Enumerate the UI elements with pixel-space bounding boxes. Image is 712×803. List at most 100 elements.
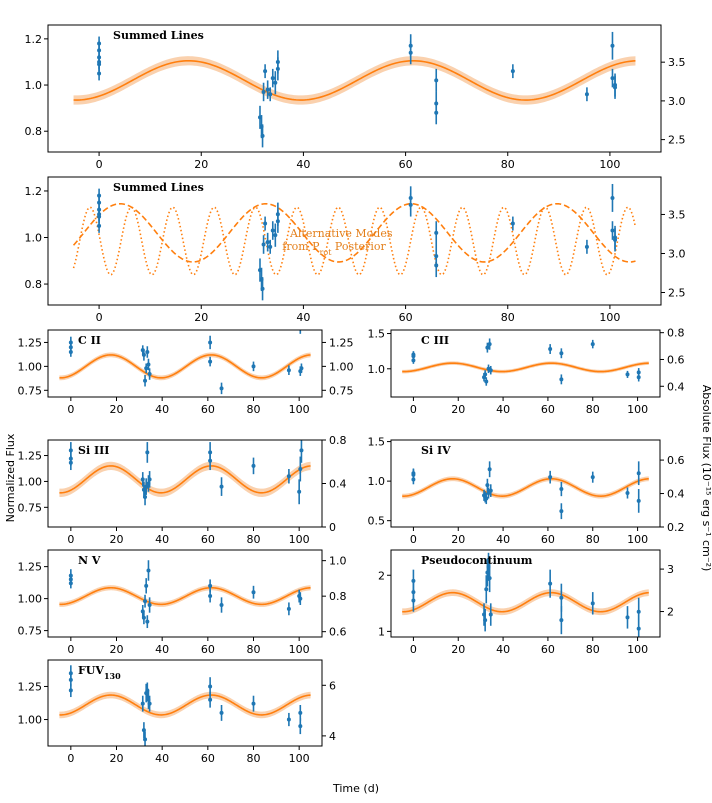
data-point — [147, 701, 152, 706]
axes-frame — [47, 24, 662, 153]
x-tick-label: 60 — [541, 643, 555, 656]
data-point — [147, 603, 152, 608]
data-point — [145, 619, 150, 624]
data-point — [434, 263, 439, 268]
panel-n5: 0 20 40 60 80 100 0.75 1.00 1.25 0.6 0.8 1.0 N V — [18, 549, 347, 656]
y-tick-label: 1.0 — [25, 79, 43, 92]
y-tick-label: 1.0 — [368, 475, 386, 488]
x-tick-label: 0 — [67, 752, 74, 765]
data-point — [270, 76, 275, 81]
data-point — [298, 467, 303, 471]
right-y-tick-label: 0.4 — [667, 488, 685, 501]
x-tick-label: 0 — [67, 533, 74, 546]
data-point — [298, 724, 303, 729]
data-point — [143, 494, 148, 499]
x-tick-label: 40 — [155, 403, 169, 416]
x-tick-label: 40 — [155, 533, 169, 546]
data-point — [265, 87, 270, 92]
data-point — [584, 244, 589, 249]
x-tick-label: 0 — [67, 643, 74, 656]
right-y-tick-label: 0.6 — [329, 626, 347, 639]
data-point — [141, 615, 146, 620]
data-point — [147, 372, 152, 377]
data-point — [434, 78, 439, 83]
panel-summed: 0 20 40 60 80 100 0.8 1.0 1.2 2.5 3.0 3.5 Summed Lin… — [25, 24, 686, 171]
data-point — [219, 710, 224, 715]
y-tick-label: 2 — [378, 569, 385, 582]
data-point — [548, 475, 553, 480]
data-point — [610, 76, 615, 81]
model-curve — [59, 465, 311, 494]
x-tick-label: 100 — [599, 311, 620, 324]
panel-title: C III — [421, 334, 449, 347]
mode-curve-dotted — [72, 206, 637, 276]
data-point — [261, 89, 266, 94]
right-y-tick-label: 3.5 — [668, 208, 686, 221]
data-point — [261, 242, 266, 247]
data-point — [68, 688, 73, 693]
data-point — [487, 342, 492, 347]
panel-title: Pseudocontinuum — [421, 554, 533, 567]
model-curve — [73, 59, 636, 101]
data-point — [251, 701, 256, 706]
x-tick-label: 20 — [110, 752, 124, 765]
data-point — [140, 701, 145, 706]
model-curve — [402, 591, 649, 613]
data-point — [559, 595, 564, 600]
y-tick-label: 1.2 — [25, 33, 43, 46]
axes-frame — [47, 549, 323, 638]
right-y-tick-label: 0.4 — [329, 478, 347, 491]
y-tick-label: 1.00 — [18, 360, 43, 373]
y-tick-label: 0.8 — [25, 125, 43, 138]
x-tick-label: 80 — [501, 158, 515, 171]
right-y-tick-label: 2 — [667, 606, 674, 619]
x-tick-label: 20 — [110, 403, 124, 416]
x-tick-label: 40 — [155, 752, 169, 765]
data-point — [610, 228, 615, 233]
right-y-tick-label: 3.0 — [668, 247, 686, 260]
data-point — [636, 498, 641, 503]
data-point — [559, 487, 564, 492]
data-point — [636, 370, 641, 375]
y-tick-label: 0.5 — [368, 515, 386, 528]
x-tick-label: 60 — [201, 403, 215, 416]
data-point — [275, 212, 280, 217]
x-tick-label: 20 — [110, 643, 124, 656]
data-point — [584, 92, 589, 97]
data-point — [97, 41, 102, 46]
x-tick-label: 20 — [194, 311, 208, 324]
data-point — [484, 379, 489, 384]
x-tick-label: 0 — [96, 158, 103, 171]
y-tick-label: 1.5 — [368, 328, 386, 341]
data-point — [411, 598, 416, 603]
data-point — [260, 133, 265, 138]
x-tick-label: 100 — [627, 403, 648, 416]
data-point — [590, 601, 595, 606]
data-point — [144, 484, 149, 489]
x-tick-label: 100 — [627, 533, 648, 546]
data-point — [286, 606, 291, 611]
x-tick-label: 0 — [410, 533, 417, 546]
data-point — [625, 615, 630, 620]
data-point — [636, 375, 641, 380]
panel-title: C II — [78, 334, 101, 347]
x-tick-label: 100 — [289, 643, 310, 656]
x-tick-label: 0 — [67, 403, 74, 416]
plot-area-si4 — [402, 461, 649, 520]
axes-frame — [390, 549, 661, 638]
data-point — [141, 352, 146, 357]
x-tick-label: 40 — [296, 311, 310, 324]
x-tick-label: 40 — [496, 643, 510, 656]
right-y-tick-label: 3.0 — [668, 95, 686, 108]
panel-title: Summed Lines — [113, 29, 204, 42]
data-point — [298, 710, 303, 715]
data-point — [559, 509, 564, 514]
y-tick-label: 0.75 — [18, 384, 43, 397]
x-tick-label: 80 — [247, 643, 261, 656]
data-point — [144, 583, 149, 588]
data-point — [559, 377, 564, 382]
data-point — [219, 484, 224, 489]
axes-frame — [390, 329, 661, 398]
